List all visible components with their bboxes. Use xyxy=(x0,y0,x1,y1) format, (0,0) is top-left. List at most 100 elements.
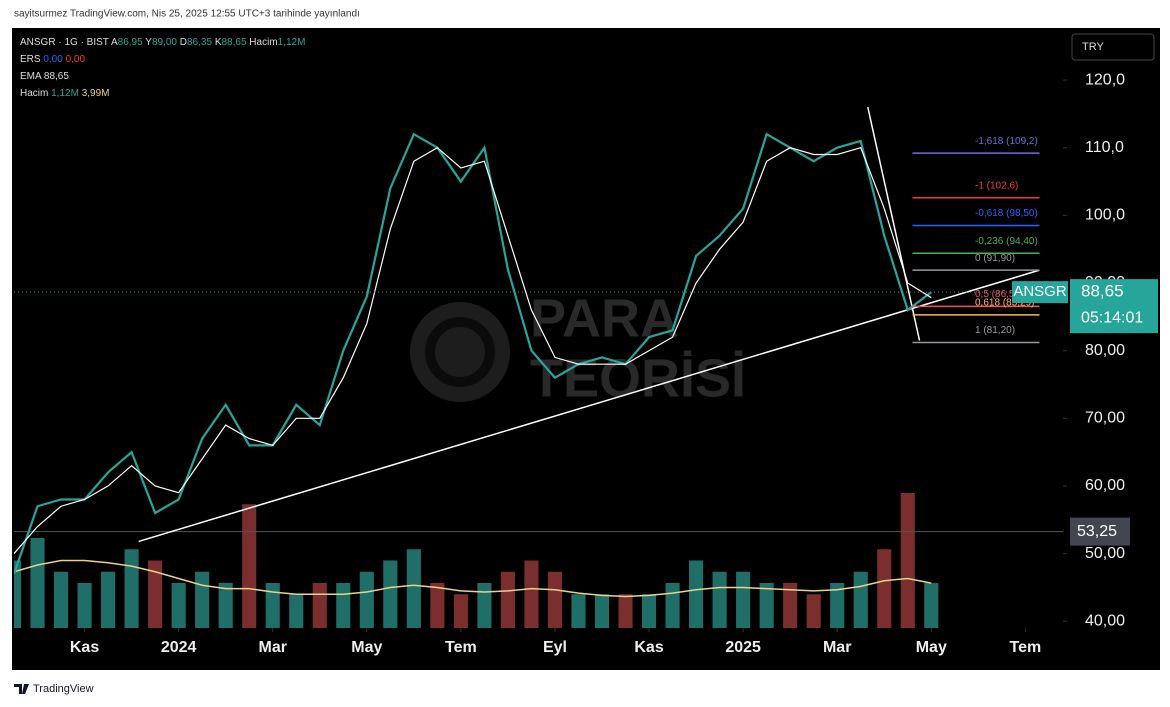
x-tick-label: Eyl xyxy=(543,639,567,656)
legend-row: Hacim 1,12M 3,99M xyxy=(20,88,110,99)
volume-bar xyxy=(641,594,657,628)
volume-bar xyxy=(500,571,515,628)
y-tick-label: 70,00 xyxy=(1085,410,1125,427)
volume-bar xyxy=(689,560,704,628)
watermark-text: PARA xyxy=(530,288,679,348)
volume-bar xyxy=(453,594,468,628)
x-tick-label: 2024 xyxy=(161,639,197,656)
price-tag-label: 88,65 xyxy=(1081,282,1124,301)
fib-level-label: 0,5 (86,55) xyxy=(975,289,1023,300)
low: 86,35 xyxy=(187,37,212,48)
volume-bar xyxy=(242,504,257,628)
volume-bar xyxy=(924,583,939,628)
volume-bar xyxy=(853,571,868,628)
price-tag xyxy=(1070,279,1158,334)
trendline xyxy=(138,269,1040,543)
trendline xyxy=(867,106,921,341)
ers-value: 0,00 xyxy=(43,54,63,65)
fib-level-label: -1 (102,6) xyxy=(975,180,1018,191)
volume-bar xyxy=(783,583,798,628)
symbol-tag-label: ANSGR xyxy=(1013,283,1067,300)
volume-bar xyxy=(336,583,351,628)
ema-value: 88,65 xyxy=(44,71,69,82)
volume-value: 1,12M xyxy=(51,88,79,99)
watermark-logo xyxy=(410,302,510,402)
ema-line xyxy=(14,146,932,554)
currency-box[interactable] xyxy=(1071,33,1155,61)
volume-bar xyxy=(406,549,421,628)
symbol: ANSGR · 1G · BIST xyxy=(20,37,109,48)
close: 88,65 xyxy=(221,37,246,48)
y-tick-label: 110,0 xyxy=(1085,139,1124,156)
brand: TradingView xyxy=(33,683,94,695)
volume-bar xyxy=(477,583,492,628)
volume-bar xyxy=(618,594,633,628)
volume: 1,12M xyxy=(278,37,306,48)
volume-label: Hacim xyxy=(20,88,48,99)
watermark: PARA TEORİSİ xyxy=(410,288,746,408)
volume-bar xyxy=(547,571,563,628)
x-tick-label: Mar xyxy=(258,639,286,656)
volume-bar xyxy=(53,571,69,628)
volume-bar xyxy=(14,560,22,628)
x-tick-label: Kas xyxy=(70,639,99,656)
volume-bar xyxy=(265,583,280,628)
watermark-text: TEORİSİ xyxy=(530,348,746,408)
volume-bar xyxy=(218,583,233,628)
open: 86,95 xyxy=(118,37,143,48)
ers-label: ERS xyxy=(20,54,41,65)
volume-bar xyxy=(665,583,680,628)
volume-bar xyxy=(124,549,139,628)
volume-bar xyxy=(30,538,45,628)
x-tick-label: Kas xyxy=(634,639,663,656)
currency[interactable]: TRY xyxy=(1082,41,1104,53)
open-label: A xyxy=(111,37,118,48)
watermark-logo-ring xyxy=(425,317,495,387)
volume-bar xyxy=(712,571,727,628)
high-label: Y xyxy=(145,37,152,48)
plot-area xyxy=(14,106,1063,628)
volume-bar xyxy=(830,583,845,628)
x-tick-label: Mar xyxy=(823,639,851,656)
volume-bar xyxy=(524,560,539,628)
fib-level-label: -1,618 (109,2) xyxy=(975,136,1038,147)
volume-bar xyxy=(148,560,163,628)
y-tick-label: 100,0 xyxy=(1085,207,1125,224)
y-tick-label: 120,0 xyxy=(1085,71,1125,88)
close-label: K xyxy=(215,37,222,48)
volume-label: Hacim xyxy=(249,37,277,48)
volume-bar xyxy=(900,493,915,628)
volume-bar xyxy=(877,549,892,628)
low-label: D xyxy=(180,37,187,48)
x-tick-label: May xyxy=(916,639,947,656)
volume-ma-value: 3,99M xyxy=(82,88,110,99)
volume-bar xyxy=(759,583,774,628)
x-tick-label: Tem xyxy=(445,639,477,656)
published-note: sayitsurmez TradingView.com, Nis 25, 202… xyxy=(14,9,360,20)
volume-bar xyxy=(195,571,210,628)
fib-level-label: 0 (91,90) xyxy=(975,253,1015,264)
volume-bar xyxy=(312,583,327,628)
ema-label: EMA xyxy=(20,71,42,82)
volume-ma-line xyxy=(14,559,932,598)
y-tick-label: 50,00 xyxy=(1085,545,1125,562)
y-tick-label: 60,00 xyxy=(1085,477,1125,494)
y-tick-label: 80,00 xyxy=(1085,342,1125,359)
countdown: 05:14:01 xyxy=(1081,309,1143,326)
marker-tag xyxy=(1070,517,1130,546)
legend-row: EMA 88,65 xyxy=(20,71,69,82)
volume-bar xyxy=(383,560,398,628)
high: 89,00 xyxy=(152,37,177,48)
legend-row: ERS 0,00 0,00 xyxy=(20,54,85,65)
legend-row: ANSGR · 1G · BIST A86,95 Y89,00 D86,35 K… xyxy=(20,37,305,48)
volume-bar xyxy=(430,583,445,628)
brand-logo xyxy=(14,684,29,694)
volume-bar xyxy=(171,583,186,628)
ers-value: 0,00 xyxy=(66,54,86,65)
fib-level-label: -0,618 (98,50) xyxy=(975,208,1038,219)
fib-level-label: 1 (81,20) xyxy=(975,325,1015,336)
volume-bar xyxy=(736,571,751,628)
volume-bar xyxy=(289,594,304,628)
x-tick-label: Tem xyxy=(1010,639,1042,656)
